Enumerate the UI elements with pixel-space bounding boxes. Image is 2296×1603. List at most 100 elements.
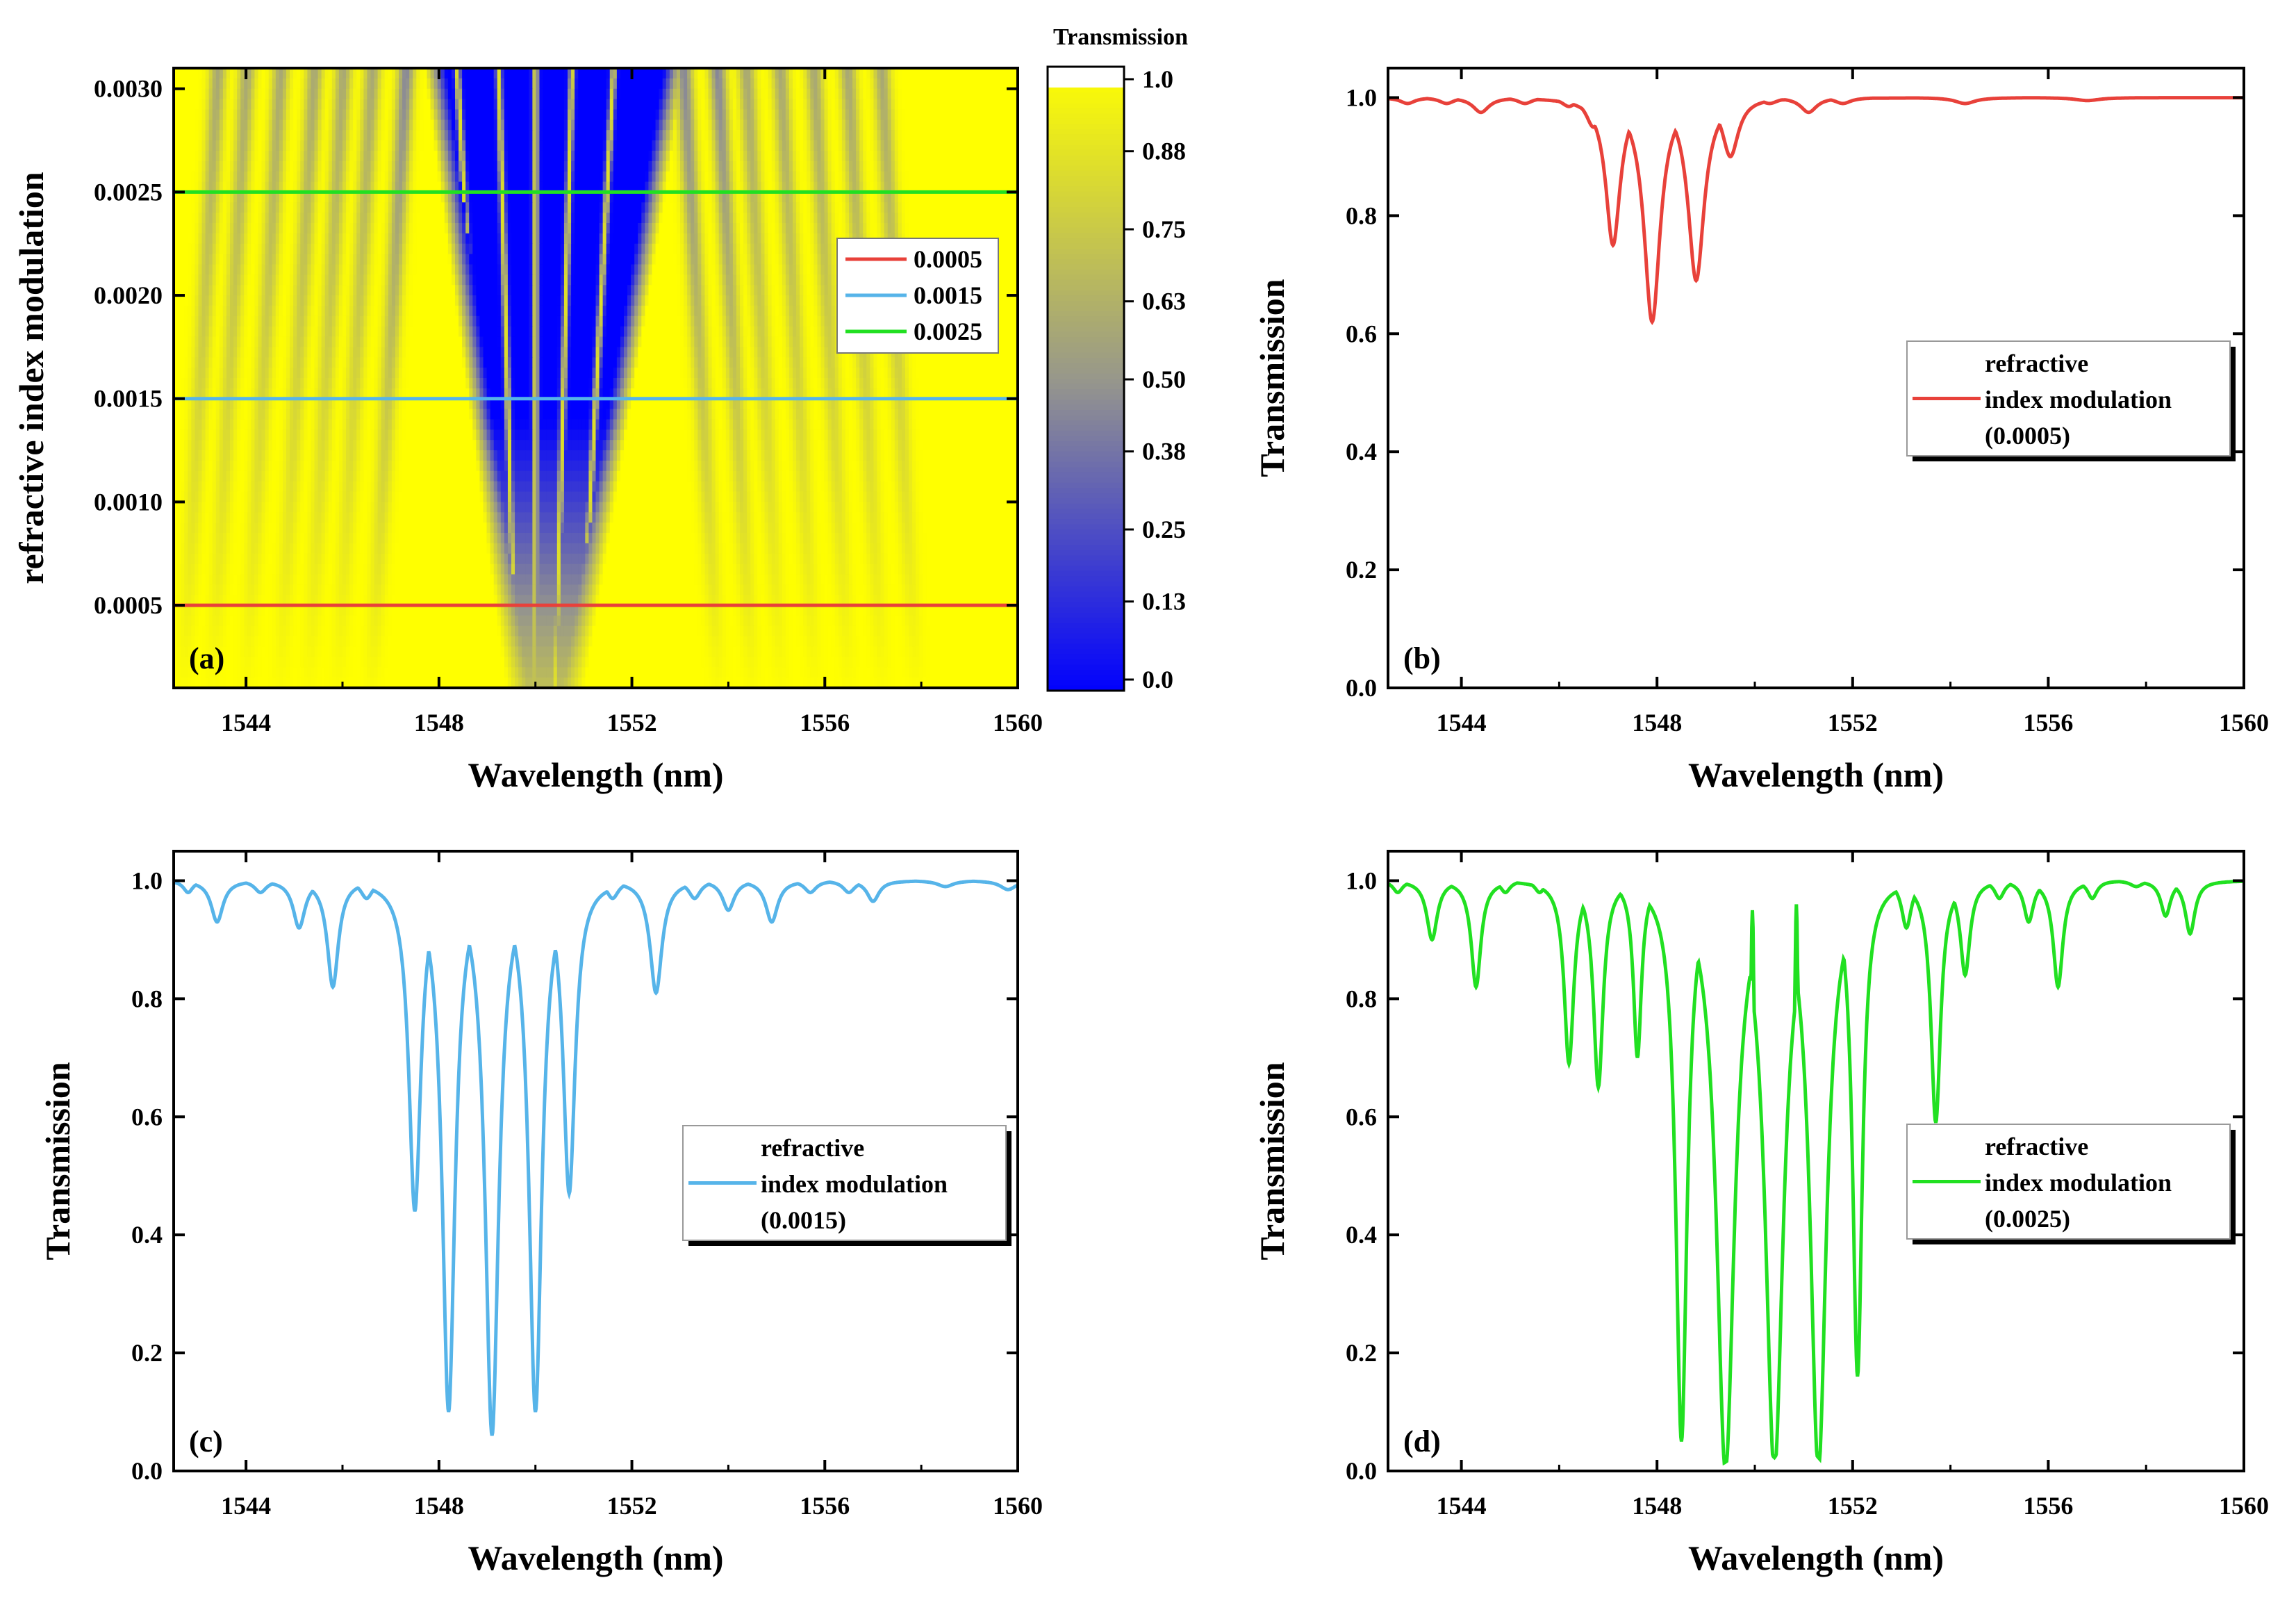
heatmap-cell xyxy=(254,202,259,213)
heatmap-cell xyxy=(669,274,674,286)
heatmap-cell xyxy=(399,150,403,162)
heatmap-cell xyxy=(986,68,991,79)
heatmap-cell xyxy=(859,192,864,203)
heatmap-cell xyxy=(947,109,952,120)
heatmap-cell xyxy=(497,171,502,183)
heatmap-cell xyxy=(729,243,734,255)
heatmap-cell xyxy=(388,130,393,141)
heatmap-cell xyxy=(866,161,870,172)
heatmap-cell xyxy=(181,181,185,192)
heatmap-cell xyxy=(420,233,424,245)
heatmap-cell xyxy=(638,68,642,79)
heatmap-cell xyxy=(201,254,206,265)
heatmap-cell xyxy=(304,254,308,265)
heatmap-cell xyxy=(553,243,558,255)
heatmap-cell xyxy=(613,213,618,224)
heatmap-cell xyxy=(1007,171,1011,183)
heatmap-cell xyxy=(208,120,213,131)
heatmap-cell xyxy=(687,120,691,131)
heatmap-cell xyxy=(290,130,294,141)
heatmap-cell xyxy=(697,243,702,255)
heatmap-cell xyxy=(655,254,660,265)
heatmap-cell xyxy=(740,120,744,131)
heatmap-cell xyxy=(1014,78,1018,90)
heatmap-cell xyxy=(423,243,428,255)
heatmap-cell xyxy=(827,120,832,131)
heatmap-cell xyxy=(275,243,280,255)
heatmap-cell xyxy=(244,213,248,224)
heatmap-cell xyxy=(208,109,213,120)
heatmap-cell xyxy=(599,130,604,141)
heatmap-cell xyxy=(824,171,829,183)
heatmap-cell xyxy=(261,120,266,131)
heatmap-cell xyxy=(338,88,343,100)
heatmap-cell xyxy=(568,150,572,162)
heatmap-cell xyxy=(1010,99,1015,110)
heatmap-cell xyxy=(184,150,188,162)
heatmap-cell xyxy=(174,192,178,203)
heatmap-cell xyxy=(237,243,241,255)
heatmap-cell xyxy=(754,264,758,275)
heatmap-cell xyxy=(638,213,642,224)
heatmap-cell xyxy=(588,68,593,79)
heatmap-cell xyxy=(230,150,234,162)
heatmap-cell xyxy=(575,161,579,172)
heatmap-cell xyxy=(504,192,509,203)
heatmap-cell xyxy=(838,78,843,90)
heatmap-cell xyxy=(511,233,515,245)
heatmap-cell xyxy=(399,254,403,265)
heatmap-cell xyxy=(335,68,340,79)
heatmap-cell xyxy=(968,171,973,183)
heatmap-cell xyxy=(247,88,251,100)
heatmap-cell xyxy=(979,99,983,110)
heatmap-cell xyxy=(863,223,867,234)
heatmap-cell xyxy=(694,192,698,203)
heatmap-cell xyxy=(384,233,389,245)
heatmap-cell xyxy=(331,243,336,255)
heatmap-cell xyxy=(413,161,417,172)
heatmap-cell xyxy=(680,181,684,192)
heatmap-cell xyxy=(923,78,927,90)
heatmap-cell xyxy=(954,78,959,90)
heatmap-cell xyxy=(304,171,308,183)
heatmap-cell xyxy=(476,120,481,131)
heatmap-cell xyxy=(996,181,1001,192)
heatmap-cell xyxy=(195,140,199,151)
heatmap-cell xyxy=(940,88,945,100)
heatmap-cell xyxy=(669,202,674,213)
heatmap-cell xyxy=(595,171,600,183)
heatmap-cell xyxy=(500,264,505,275)
heatmap-cell xyxy=(265,88,270,100)
heatmap-cell xyxy=(251,213,256,224)
heatmap-cell xyxy=(427,68,431,79)
heatmap-cell xyxy=(691,223,695,234)
heatmap-cell xyxy=(1010,109,1015,120)
heatmap-cell xyxy=(335,192,340,203)
heatmap-cell xyxy=(697,274,702,286)
heatmap-cell xyxy=(884,213,889,224)
heatmap-cell xyxy=(606,120,611,131)
heatmap-cell xyxy=(370,233,375,245)
heatmap-cell xyxy=(258,140,263,151)
heatmap-cell xyxy=(655,223,660,234)
heatmap-cell xyxy=(402,109,406,120)
heatmap-cell xyxy=(743,120,748,131)
heatmap-cell xyxy=(258,223,263,234)
heatmap-cell xyxy=(961,171,966,183)
heatmap-cell xyxy=(950,171,955,183)
heatmap-cell xyxy=(1003,243,1008,255)
heatmap-cell xyxy=(982,120,987,131)
heatmap-cell xyxy=(691,264,695,275)
heatmap-cell xyxy=(595,213,600,224)
heatmap-cell xyxy=(771,192,776,203)
heatmap-cell xyxy=(909,130,913,141)
heatmap-cell xyxy=(606,202,611,213)
heatmap-cell xyxy=(796,274,800,286)
heatmap-cell xyxy=(208,150,213,162)
heatmap-cell xyxy=(807,88,811,100)
heatmap-cell xyxy=(275,264,280,275)
heatmap-cell xyxy=(331,150,336,162)
heatmap-cell xyxy=(996,171,1001,183)
heatmap-cell xyxy=(782,243,786,255)
heatmap-cell xyxy=(968,88,973,100)
